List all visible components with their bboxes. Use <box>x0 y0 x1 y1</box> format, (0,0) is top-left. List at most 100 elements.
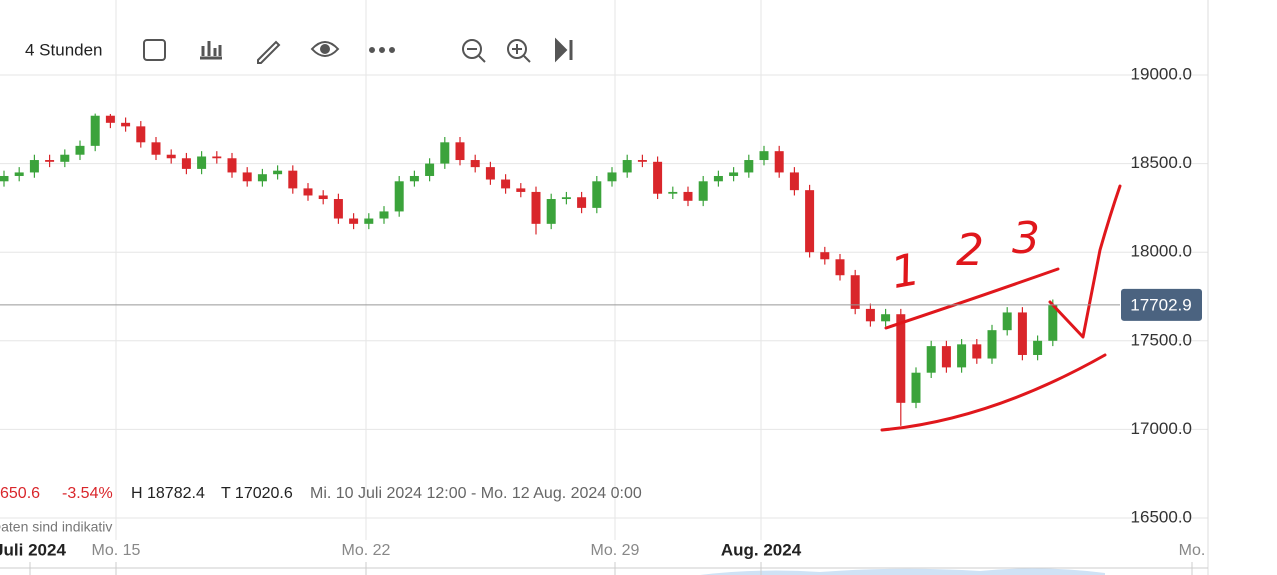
trend-line <box>880 353 1107 432</box>
candle-body <box>698 181 708 201</box>
candle-body <box>257 174 267 182</box>
candle-body <box>60 154 70 162</box>
candle-body <box>577 197 587 208</box>
candle-body <box>865 308 875 322</box>
candle-body <box>607 172 617 182</box>
candle-body <box>14 172 24 176</box>
candle-body <box>1017 312 1027 355</box>
candle-body <box>896 314 906 403</box>
candle-body <box>485 167 495 180</box>
candle-body <box>1048 304 1058 341</box>
candle-body <box>105 115 115 123</box>
candle-body <box>926 346 936 373</box>
y-tick-label: 17000.0 <box>1131 419 1192 438</box>
candle-body <box>273 170 283 175</box>
candle-body <box>121 122 131 127</box>
change-pct: -3.54% <box>62 485 113 502</box>
candle-body <box>881 314 891 322</box>
candle-body <box>531 191 541 224</box>
candle-body <box>136 126 146 143</box>
last-price-label: 17702.9 <box>1130 295 1191 314</box>
candle-body <box>713 175 723 182</box>
candle-body <box>941 346 951 368</box>
y-tick-label: 18500.0 <box>1131 153 1192 172</box>
candle-body <box>1033 340 1043 355</box>
candle-body <box>835 259 845 276</box>
x-tick-label: Mo. 15 <box>92 542 141 559</box>
candle-body <box>333 199 343 219</box>
candle-body <box>212 156 222 159</box>
trend-line <box>884 267 1060 330</box>
y-tick-label: 16500.0 <box>1131 508 1192 527</box>
candle-body <box>653 161 663 194</box>
y-tick-label: 19000.0 <box>1131 64 1192 83</box>
arrow-stroke <box>1048 184 1122 339</box>
candle-body <box>622 160 632 173</box>
candle-body <box>242 172 252 182</box>
candle-body <box>0 175 9 182</box>
candle-body <box>501 179 511 189</box>
candle-body <box>90 115 100 146</box>
candle-body <box>561 197 571 200</box>
toolbar-icons[interactable] <box>143 37 573 64</box>
candle-body <box>364 218 374 224</box>
candle-body <box>45 160 55 162</box>
candle-body <box>288 170 298 189</box>
candle-body <box>774 151 784 173</box>
high-stat: H 18782.4 <box>131 485 205 502</box>
low-stat: T 17020.6 <box>221 485 293 502</box>
disclaimer: Daten sind indikativ <box>0 519 112 535</box>
candle-body <box>197 156 207 169</box>
x-tick-label: Juli 2024 <box>0 540 66 559</box>
candle-body <box>668 191 678 194</box>
candle-body <box>379 211 389 219</box>
candle-body <box>440 142 450 164</box>
candle-body <box>972 344 982 359</box>
candle-body <box>29 160 39 173</box>
candle-body <box>987 330 997 359</box>
candle-body <box>637 160 647 162</box>
x-tick-label: Aug. 2024 <box>721 540 802 559</box>
candle-body <box>911 372 921 403</box>
last-price-tag <box>1121 288 1202 321</box>
candle-body <box>303 188 313 196</box>
candle-body <box>1002 312 1012 331</box>
candle-body <box>592 181 602 208</box>
candle-body <box>394 181 404 212</box>
candle-body <box>850 275 860 309</box>
candle-body <box>729 172 739 176</box>
x-tick-label: Mo. 29 <box>591 542 640 559</box>
candle-body <box>805 190 815 253</box>
y-tick-label: 18000.0 <box>1131 242 1192 261</box>
candle-body <box>759 151 769 161</box>
candle-body <box>957 344 967 368</box>
annotation-number: 3 <box>1012 213 1040 264</box>
candle-body <box>470 160 480 168</box>
candle-body <box>151 142 161 155</box>
candle-body <box>349 218 359 224</box>
candle-body <box>318 195 328 200</box>
candle-body <box>516 188 526 192</box>
candle-body <box>744 160 754 173</box>
candle-body <box>820 252 830 260</box>
candles <box>0 113 1058 426</box>
date-range: Mi. 10 Juli 2024 12:00 - Mo. 12 Aug. 202… <box>310 485 642 502</box>
candle-body <box>683 191 693 201</box>
candle-body <box>425 163 435 176</box>
interval-button[interactable]: 4 Stunden <box>25 40 103 59</box>
volume-area <box>700 568 1105 575</box>
candle-body <box>227 158 237 173</box>
x-tick-label: Mo. <box>1179 542 1206 559</box>
change: 650.6 <box>0 485 40 502</box>
candle-body <box>546 199 556 224</box>
grid <box>0 0 1208 540</box>
candle-body <box>409 175 419 182</box>
y-tick-label: 17500.0 <box>1131 330 1192 349</box>
candle-body <box>789 172 799 191</box>
candle-body <box>455 142 465 161</box>
annotation-number: 2 <box>956 225 984 276</box>
candle-body <box>75 145 85 155</box>
x-tick-label: Mo. 22 <box>342 542 391 559</box>
